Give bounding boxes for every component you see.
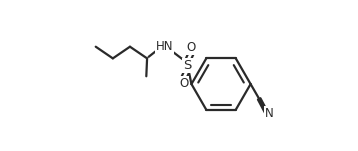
Text: O: O — [187, 41, 196, 54]
Text: HN: HN — [155, 40, 173, 53]
Text: N: N — [265, 107, 274, 120]
Text: S: S — [183, 59, 192, 72]
Text: O: O — [179, 77, 188, 90]
